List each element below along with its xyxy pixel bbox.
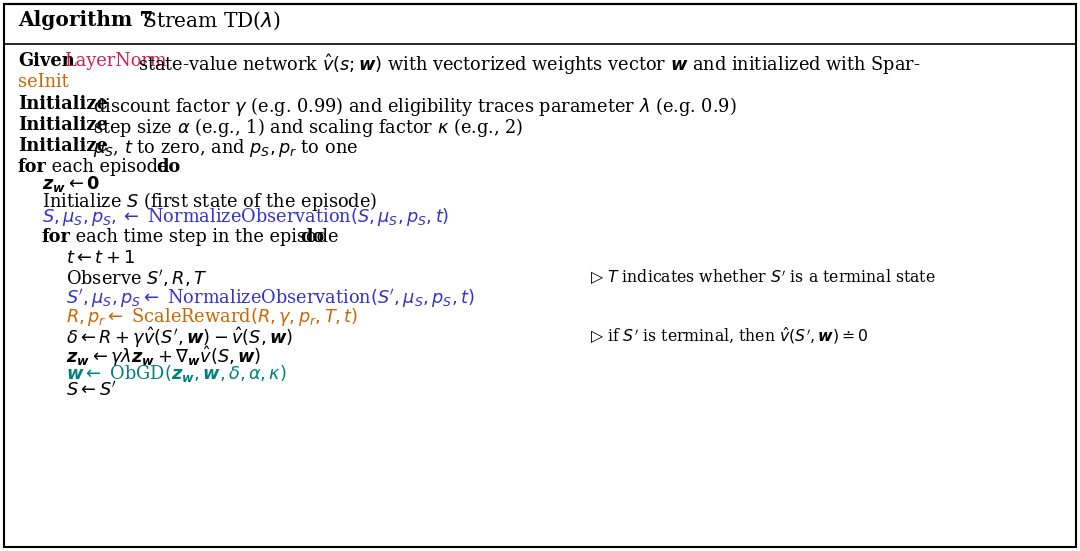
Text: Algorithm 7: Algorithm 7 [18,10,153,30]
Text: state-value network $\hat{v}(s; \boldsymbol{w})$ with vectorized weights vector : state-value network $\hat{v}(s; \boldsym… [138,52,920,77]
Text: $t \leftarrow t + 1$: $t \leftarrow t + 1$ [66,249,135,267]
Text: $S', \mu_S, p_S \leftarrow$ NormalizeObservation$(S', \mu_S, p_S, t)$: $S', \mu_S, p_S \leftarrow$ NormalizeObs… [66,287,474,310]
Text: each time step in the episode: each time step in the episode [70,228,345,246]
Text: $S \leftarrow S'$: $S \leftarrow S'$ [66,381,117,400]
Text: $\delta \leftarrow R + \gamma\hat{v}(S', \boldsymbol{w}) - \hat{v}(S, \boldsymbo: $\delta \leftarrow R + \gamma\hat{v}(S',… [66,325,293,350]
Text: $\boldsymbol{w} \leftarrow$ ObGD$(\boldsymbol{z}_{\boldsymbol{w}}, \boldsymbol{w: $\boldsymbol{w} \leftarrow$ ObGD$(\bolds… [66,363,287,384]
Text: Initialize: Initialize [18,95,108,113]
Text: Initialize: Initialize [18,116,108,134]
Text: discount factor $\gamma$ (e.g. 0.99) and eligibility traces parameter $\lambda$ : discount factor $\gamma$ (e.g. 0.99) and… [93,95,737,118]
Text: Initialize: Initialize [18,137,108,155]
Text: each episode: each episode [46,158,174,176]
Text: seInit: seInit [18,73,69,91]
Text: step size $\alpha$ (e.g., 1) and scaling factor $\kappa$ (e.g., 2): step size $\alpha$ (e.g., 1) and scaling… [93,116,524,139]
Text: Initialize $S$ (first state of the episode): Initialize $S$ (first state of the episo… [42,190,377,213]
Text: $S, \mu_S, p_S, \leftarrow$ NormalizeObservation$(S, \mu_S, p_S, t)$: $S, \mu_S, p_S, \leftarrow$ NormalizeObs… [42,206,449,228]
Text: $\boldsymbol{z}_{\boldsymbol{w}} \leftarrow \gamma\lambda\boldsymbol{z}_{\boldsy: $\boldsymbol{z}_{\boldsymbol{w}} \leftar… [66,344,261,369]
Text: $R, p_r \leftarrow$ ScaleReward$(R, \gamma, p_r, T, t)$: $R, p_r \leftarrow$ ScaleReward$(R, \gam… [66,306,359,328]
Text: Observe $S', R, T$: Observe $S', R, T$ [66,268,207,289]
Text: $\mu_S$, $t$ to zero, and $p_S, p_r$ to one: $\mu_S$, $t$ to zero, and $p_S, p_r$ to … [93,137,359,159]
Text: LayerNorm: LayerNorm [64,52,166,70]
Text: do: do [156,158,180,176]
Text: $\triangleright$ $T$ indicates whether $S'$ is a terminal state: $\triangleright$ $T$ indicates whether $… [590,268,935,287]
Text: $\boldsymbol{z}_{\boldsymbol{w}} \leftarrow \boldsymbol{0}$: $\boldsymbol{z}_{\boldsymbol{w}} \leftar… [42,174,100,194]
Text: Given: Given [18,52,75,70]
Text: for: for [18,158,46,176]
Text: for: for [42,228,71,246]
Text: $\triangleright$ if $S'$ is terminal, then $\hat{v}(S', \boldsymbol{w}) \doteq 0: $\triangleright$ if $S'$ is terminal, th… [590,325,868,346]
Text: Stream TD($\lambda$): Stream TD($\lambda$) [136,10,281,33]
Text: do: do [300,228,324,246]
